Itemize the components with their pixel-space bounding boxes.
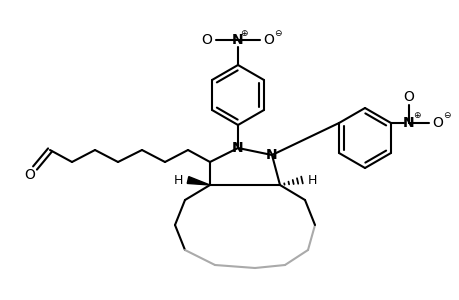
Text: O: O — [263, 33, 274, 47]
Text: H: H — [307, 173, 316, 187]
Text: O: O — [403, 90, 414, 104]
Text: ⊕: ⊕ — [412, 110, 420, 119]
Text: N: N — [266, 148, 277, 162]
Text: O: O — [431, 116, 442, 130]
Text: O: O — [24, 168, 35, 182]
Polygon shape — [187, 177, 210, 185]
Text: ⊖: ⊖ — [442, 110, 450, 119]
Text: ⊕: ⊕ — [240, 28, 247, 38]
Text: N: N — [402, 116, 414, 130]
Text: N: N — [232, 33, 243, 47]
Text: N: N — [232, 141, 243, 155]
Text: ⊖: ⊖ — [274, 28, 281, 38]
Text: H: H — [173, 173, 182, 187]
Text: O: O — [201, 33, 212, 47]
